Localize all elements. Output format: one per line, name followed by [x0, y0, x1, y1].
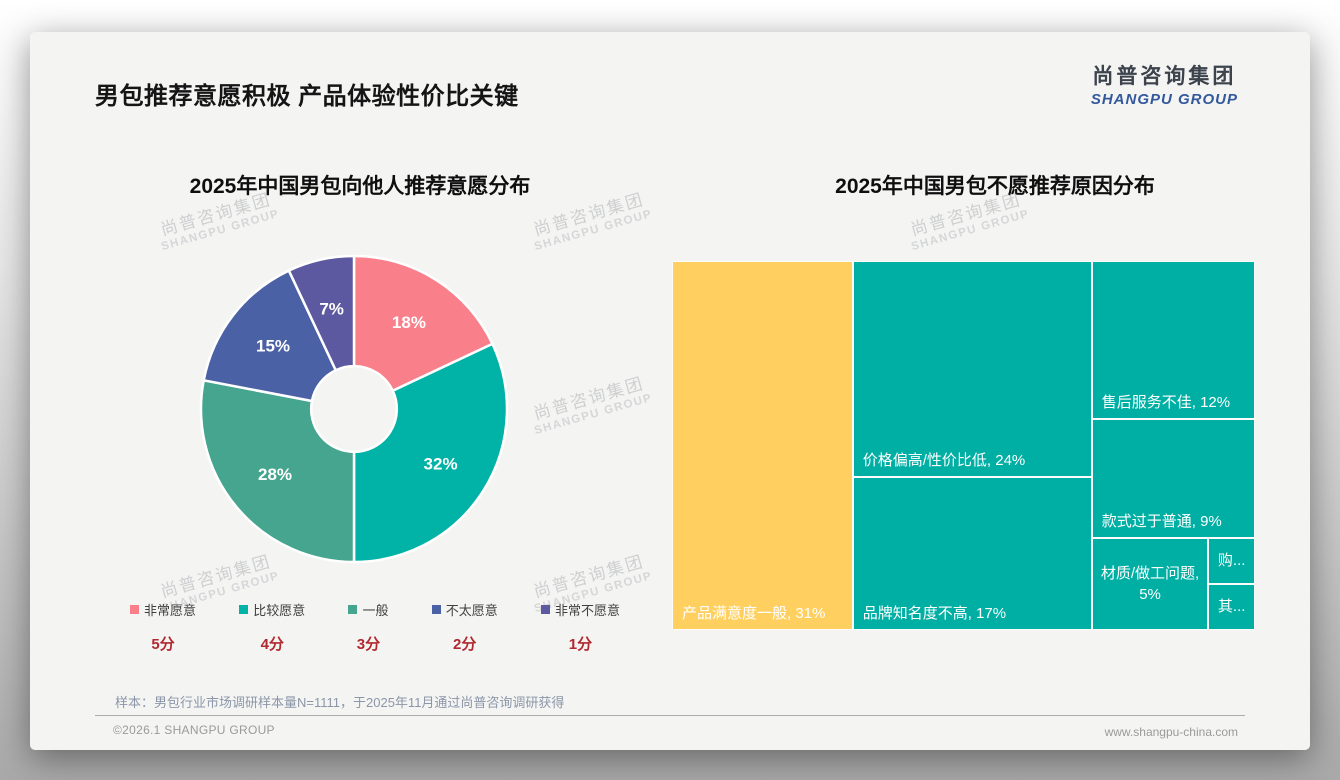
legend-label: 一般 [362, 603, 389, 618]
legend-score: 2分 [453, 636, 477, 653]
slide-card: 尚普咨询集团 SHANGPU GROUP 尚普咨询集团 SHANGPU GROU… [30, 32, 1310, 750]
legend-score: 5分 [151, 636, 175, 653]
treemap-cell-label: 其... [1217, 598, 1246, 616]
donut-slice-3 [202, 269, 338, 403]
donut-slice-1 [352, 342, 509, 564]
treemap-cell-label: 产品满意度一般, 31% [682, 605, 826, 622]
page-title: 男包推荐意愿积极 产品体验性价比关键 [95, 83, 519, 110]
legend-label: 非常愿意 [144, 603, 197, 618]
footer-copyright: ©2026.1 SHANGPU GROUP [113, 723, 275, 737]
treemap-cell-label: 材质/做工问题, 5% [1100, 564, 1200, 603]
treemap-cell-3: 售后服务不佳, 12% [1091, 261, 1255, 420]
legend-score: 3分 [356, 636, 381, 653]
donut-slice-4 [287, 254, 356, 372]
treemap-cell-6: 购... [1208, 537, 1255, 584]
company-logo: 尚普咨询集团 SHANGPU GROUP [1091, 60, 1238, 108]
legend-swatch [130, 605, 139, 614]
treemap-cell-1: 价格偏高/性价比低, 24% [852, 261, 1092, 477]
donut-data-label: 28% [258, 465, 292, 484]
legend-label: 比较愿意 [253, 603, 306, 618]
donut-data-label: 7% [319, 299, 344, 318]
legend-item-0: 非常愿意 5分 [130, 600, 196, 654]
treemap-cell-label: 款式过于普通, 9% [1101, 512, 1222, 530]
treemap-chart-title: 2025年中国男包不愿推荐原因分布 [835, 175, 1155, 198]
legend-score: 4分 [260, 636, 284, 653]
legend-label: 非常不愿意 [554, 603, 620, 618]
logo-name-en: SHANGPU GROUP [1090, 91, 1238, 108]
treemap-cell-label: 购... [1217, 552, 1246, 570]
treemap-cell-7: 其... [1208, 583, 1255, 630]
donut-chart-title: 2025年中国男包向他人推荐意愿分布 [189, 175, 531, 198]
legend-item-3: 不太愿意 2分 [431, 600, 498, 654]
treemap: 产品满意度一般, 31% 价格偏高/性价比低, 24% 品牌知名度不高, 17% 售后… [672, 261, 1255, 630]
donut-slice-2 [199, 379, 356, 564]
legend-item-4: 非常不愿意 1分 [540, 600, 620, 654]
treemap-cell-5: 材质/做工问题, 5% [1091, 537, 1209, 630]
legend-item-2: 一般 3分 [348, 600, 388, 654]
treemap-cell-label: 品牌知名度不高, 17% [862, 605, 1007, 622]
sample-note: 样本：男包行业市场调研样本量N=1111，于2025年11月通过尚普咨询调研获得 [115, 695, 565, 710]
donut-slice-0 [352, 254, 494, 393]
legend-label: 不太愿意 [445, 603, 498, 618]
legend-item-1: 比较愿意 4分 [239, 600, 305, 654]
legend-swatch [348, 605, 358, 614]
treemap-cell-label: 售后服务不佳, 12% [1101, 394, 1231, 412]
donut-data-label: 32% [424, 454, 458, 473]
treemap-cell-2: 品牌知名度不高, 17% [852, 477, 1092, 630]
donut-data-label: 15% [256, 337, 290, 356]
treemap-cell-0: 产品满意度一般, 31% [672, 261, 853, 630]
legend-score: 1分 [568, 636, 593, 653]
footer-divider [95, 715, 1245, 716]
footer-website: www.shangpu-china.com [1104, 725, 1238, 739]
donut-chart-area: 18% 32% 28% 15% 7% [194, 249, 514, 569]
legend-swatch [431, 605, 441, 614]
treemap-cell-4: 款式过于普通, 9% [1091, 419, 1255, 538]
donut-data-label: 18% [392, 313, 426, 332]
donut-chart: 18% 32% 28% 15% 7% [199, 254, 509, 564]
treemap-cell-label: 价格偏高/性价比低, 24% [862, 452, 1026, 469]
logo-name-cn: 尚普咨询集团 [1092, 65, 1237, 88]
legend-swatch [239, 605, 249, 614]
legend-swatch [540, 605, 550, 614]
donut-legend: 非常愿意 5分 比较愿意 4分 一般 3分 不太愿意 2分 非常不愿意 1分 [130, 600, 620, 654]
